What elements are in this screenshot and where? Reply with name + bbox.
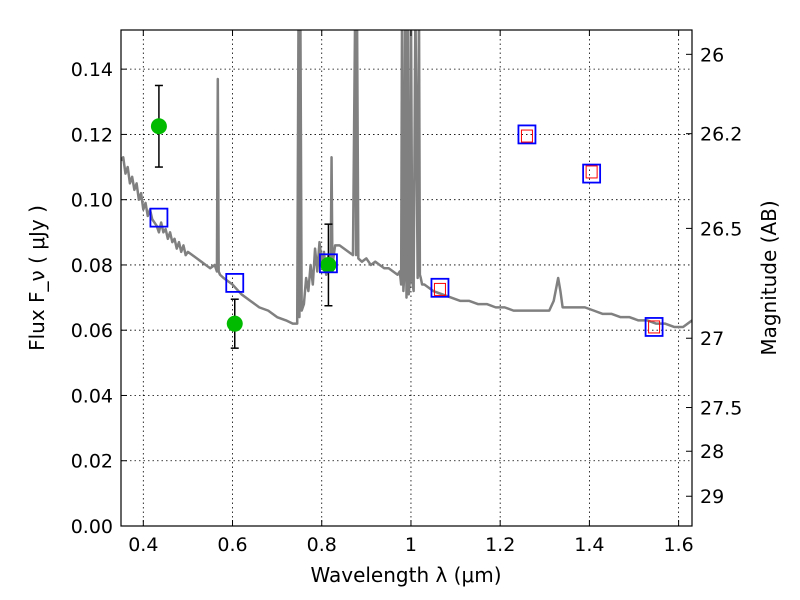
- observed-point: [226, 315, 243, 332]
- model-photometry-square: [225, 272, 245, 293]
- model-photometry-square: [430, 277, 450, 298]
- y-tick-label: 0.12: [71, 124, 113, 146]
- model-photometry-square: [517, 124, 537, 145]
- y2-tick-label: 26.5: [700, 218, 742, 240]
- x-tick-label: 1: [405, 534, 417, 556]
- y2-tick-label: 27: [700, 328, 724, 350]
- observed-point: [320, 256, 337, 273]
- predicted-photometry-square: [433, 282, 446, 296]
- y-tick-label: 0.10: [71, 190, 113, 212]
- plot-frame: [120, 29, 693, 527]
- model-photometry-square: [319, 253, 338, 274]
- x-tick-label: 0.8: [307, 534, 337, 556]
- y-tick-label: 0.04: [71, 385, 113, 407]
- model-photometry-square: [149, 207, 169, 228]
- axis-ticks: 0.4 0.6 0.8 1 1.2 1.4 1.6 0.00 0.02 0.04 0.06 0.08 0…: [71, 30, 742, 556]
- y2-tick-label: 26.2: [700, 124, 742, 146]
- y-tick-label: 0.08: [71, 255, 113, 277]
- y2-axis-label: Magnitude (AB): [757, 200, 781, 355]
- observed-point: [150, 118, 167, 135]
- y-tick-label: 0.00: [71, 516, 113, 538]
- model-spectrum-line: [121, 30, 692, 329]
- x-tick-label: 0.4: [128, 534, 158, 556]
- plot-area: [121, 30, 692, 349]
- y2-tick-label: 29: [700, 486, 724, 508]
- y-axis-label: Flux F_ν ( μJy ): [25, 205, 49, 351]
- y-tick-label: 0.02: [71, 451, 113, 473]
- predicted-photometry-square: [520, 129, 533, 143]
- predicted-photometry-square: [585, 165, 598, 179]
- y-tick-label: 0.14: [71, 59, 113, 81]
- y-tick-label: 0.06: [71, 320, 113, 342]
- y2-tick-label: 27.5: [700, 398, 742, 420]
- x-tick-label: 1.2: [485, 534, 515, 556]
- x-axis-label: Wavelength λ (μm): [310, 563, 501, 587]
- x-tick-label: 1.6: [664, 534, 694, 556]
- y2-tick-label: 28: [700, 441, 724, 463]
- x-tick-label: 0.6: [217, 534, 247, 556]
- y2-tick-label: 26: [700, 44, 724, 66]
- predicted-photometry-square: [648, 320, 661, 334]
- model-photometry-square: [582, 163, 602, 184]
- x-tick-label: 1.4: [574, 534, 604, 556]
- model-photometry-square: [644, 317, 664, 337]
